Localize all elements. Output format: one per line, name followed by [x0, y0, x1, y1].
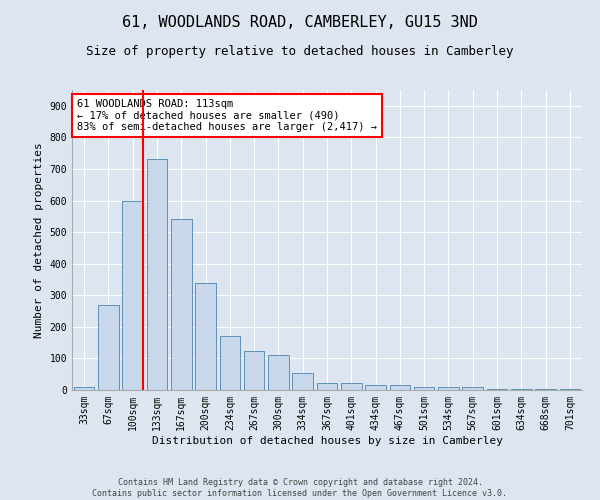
Bar — [341, 383, 362, 390]
Bar — [317, 383, 337, 390]
Bar — [244, 350, 265, 390]
Text: Size of property relative to detached houses in Camberley: Size of property relative to detached ho… — [86, 45, 514, 58]
Bar — [463, 387, 483, 390]
Bar — [195, 282, 216, 390]
Bar — [389, 386, 410, 390]
Bar — [74, 387, 94, 390]
Bar — [414, 387, 434, 390]
Bar — [560, 389, 580, 390]
Bar — [365, 386, 386, 390]
Text: Contains HM Land Registry data © Crown copyright and database right 2024.
Contai: Contains HM Land Registry data © Crown c… — [92, 478, 508, 498]
Bar — [487, 389, 508, 390]
Bar — [220, 336, 240, 390]
Bar — [438, 388, 459, 390]
Bar — [292, 372, 313, 390]
Bar — [171, 220, 191, 390]
Text: 61 WOODLANDS ROAD: 113sqm
← 17% of detached houses are smaller (490)
83% of semi: 61 WOODLANDS ROAD: 113sqm ← 17% of detac… — [77, 99, 377, 132]
Bar — [535, 389, 556, 390]
Bar — [146, 160, 167, 390]
Bar — [511, 389, 532, 390]
Bar — [98, 304, 119, 390]
Y-axis label: Number of detached properties: Number of detached properties — [34, 142, 44, 338]
Text: 61, WOODLANDS ROAD, CAMBERLEY, GU15 3ND: 61, WOODLANDS ROAD, CAMBERLEY, GU15 3ND — [122, 15, 478, 30]
Bar — [122, 200, 143, 390]
X-axis label: Distribution of detached houses by size in Camberley: Distribution of detached houses by size … — [151, 436, 503, 446]
Bar — [268, 356, 289, 390]
